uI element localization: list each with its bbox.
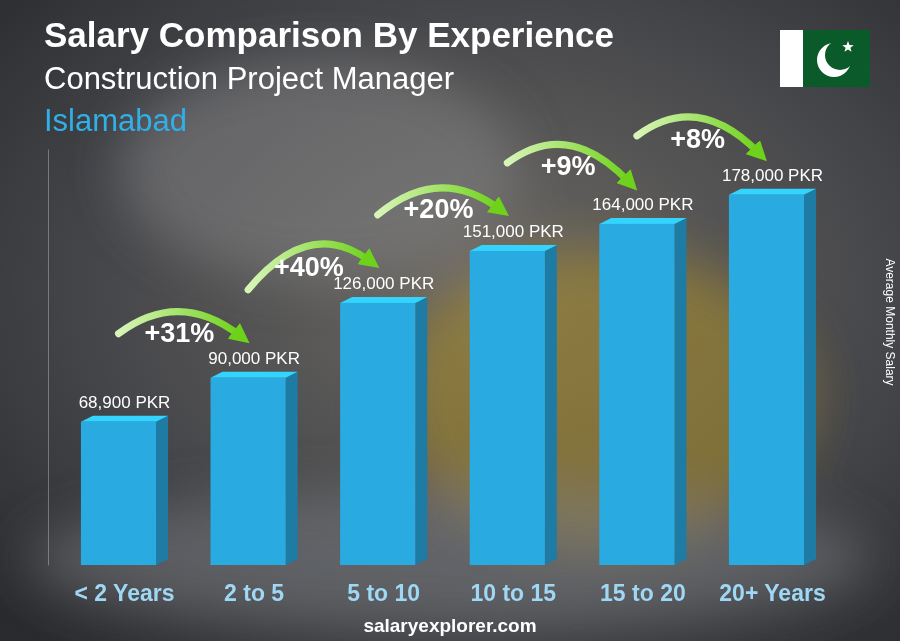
- flag-crescent-cut: [825, 40, 855, 70]
- bar-top: [470, 245, 557, 251]
- x-tick-label: 20+ Years: [719, 580, 825, 606]
- bar-side: [804, 189, 816, 565]
- x-tick: < 2 Years: [75, 565, 175, 606]
- subtitle: Construction Project Manager: [44, 61, 454, 96]
- subtitle: Islamabad: [44, 103, 187, 138]
- x-tick-label: 10 to 15: [470, 580, 556, 606]
- bar-side: [286, 372, 298, 565]
- data-label: 178,000 PKR: [722, 166, 823, 185]
- bar-top: [211, 372, 298, 378]
- annotation: +40%: [274, 252, 344, 282]
- data-label: 151,000 PKR: [463, 222, 564, 241]
- change-arrow: [507, 144, 629, 182]
- background-decoration: [30, 60, 870, 630]
- change-arrows: +31% +40% +20% +9% +8%: [119, 117, 759, 348]
- data-label: 68,900 PKR: [79, 393, 171, 412]
- title: Salary Comparison By Experience: [44, 15, 614, 54]
- x-tick-label: < 2 Years: [75, 580, 175, 606]
- data-label: 164,000 PKR: [592, 195, 693, 214]
- bar-side: [545, 245, 557, 565]
- data-label: 90,000 PKR: [208, 349, 300, 368]
- source: salaryexplorer.com: [363, 615, 536, 636]
- annotation: +31%: [144, 318, 214, 348]
- data-label: 126,000 PKR: [333, 274, 434, 293]
- flag: [780, 30, 870, 87]
- annotation: +20%: [404, 194, 474, 224]
- x-tick: 2 to 5: [224, 565, 284, 606]
- x-tick: 5 to 10: [347, 565, 420, 606]
- bar: [729, 195, 804, 565]
- annotation: +8%: [670, 124, 725, 154]
- bar: [81, 422, 156, 565]
- data-labels: 68,900 PKR 90,000 PKR 126,000 PKR 151,000 P…: [79, 166, 823, 412]
- bar-top: [340, 297, 427, 303]
- x-tick: 10 to 15: [470, 565, 556, 606]
- x-tick-label: 2 to 5: [224, 580, 284, 606]
- flag-star: [842, 41, 853, 52]
- x-axis: < 2 Years 2 to 5 5 to 10 10 to 15 15 to 20 20…: [75, 565, 826, 606]
- bar: [340, 303, 415, 565]
- x-tick-label: 5 to 10: [347, 580, 420, 606]
- x-tick: 20+ Years: [719, 565, 825, 606]
- change-arrow: [637, 117, 759, 153]
- flag-stripe: [780, 30, 803, 87]
- y-axis-label: Average Monthly Salary: [883, 258, 897, 385]
- bar-side: [415, 297, 427, 565]
- change-arrow: [248, 244, 370, 290]
- chart: 68,900 PKR 90,000 PKR 126,000 PKR 151,000 P…: [0, 0, 900, 641]
- x-tick: 15 to 20: [600, 565, 686, 606]
- bar-top: [599, 218, 686, 224]
- background: [0, 0, 900, 641]
- bar: [211, 378, 286, 565]
- flag-field: [803, 30, 870, 87]
- bar-side: [674, 218, 686, 565]
- bar-side: [156, 416, 168, 565]
- x-tick-label: 15 to 20: [600, 580, 686, 606]
- bar-top: [729, 189, 816, 195]
- bar-top: [81, 416, 168, 422]
- annotation: +9%: [541, 151, 596, 181]
- bars: [81, 189, 816, 565]
- bar: [599, 224, 674, 565]
- bar: [470, 251, 545, 565]
- y-axis-line: [48, 150, 49, 566]
- y-axis: [48, 150, 49, 566]
